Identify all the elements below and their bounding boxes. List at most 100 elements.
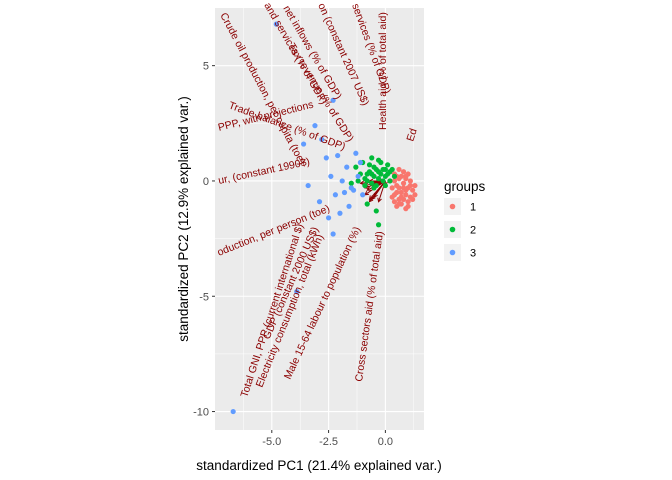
legend-key-point <box>449 203 456 210</box>
major-gridlines <box>215 8 424 430</box>
group-3-point <box>325 215 332 221</box>
group-2-point <box>375 169 382 175</box>
group-2-point <box>371 185 377 191</box>
legend: groups 1 2 3 <box>444 179 486 261</box>
group-1-point <box>398 189 404 196</box>
x-tick-label: -2.5 <box>319 436 338 448</box>
group-1-point <box>403 187 409 193</box>
group-1-point <box>398 173 404 179</box>
group-1-point <box>407 178 413 184</box>
group-1-point <box>403 176 409 182</box>
group-3-point <box>337 210 343 216</box>
group-3-point <box>341 189 348 196</box>
loading-label: Ed <box>404 127 419 143</box>
data-points <box>230 21 418 415</box>
group-2-point <box>382 166 388 173</box>
group-2-point <box>362 182 368 189</box>
group-3-point <box>346 203 352 209</box>
group-3-point <box>328 173 334 179</box>
y-axis: -10 -5 0 5 <box>193 61 215 419</box>
group-2-point <box>369 155 375 161</box>
group-1-point <box>405 199 411 205</box>
group-2-point <box>380 178 386 184</box>
group-1-point <box>398 194 404 200</box>
group-2-point <box>364 178 370 184</box>
group-3-point <box>360 192 366 198</box>
legend-key-point <box>449 226 456 233</box>
y-axis-title: standardized PC2 (12.9% explained var.) <box>176 96 191 341</box>
group-1-point <box>389 185 395 191</box>
loading-arrowhead <box>366 186 372 191</box>
group-2-point <box>387 178 393 184</box>
group-1-point <box>389 194 395 200</box>
group-1-point <box>410 187 416 193</box>
group-1-point <box>394 189 400 196</box>
group-1-point <box>396 166 402 173</box>
group-2-point <box>375 222 382 228</box>
group-3-point <box>319 136 325 143</box>
group-3-point <box>355 173 361 179</box>
y-tick-label: 5 <box>203 61 209 73</box>
legend-key-point <box>449 249 456 256</box>
legend-label: 1 <box>470 202 476 214</box>
legend-title: groups <box>444 179 486 194</box>
minor-gridlines <box>215 8 424 430</box>
y-tick-label: -10 <box>193 407 209 419</box>
group-3-point <box>332 192 339 198</box>
loading-arrowhead <box>373 193 378 198</box>
panel-background <box>215 8 424 430</box>
group-1-point <box>396 185 402 191</box>
group-3-point <box>323 155 329 161</box>
loading-label: Health aid (% of total aid) <box>377 12 389 130</box>
group-3-point <box>230 408 236 415</box>
group-3-point <box>273 21 279 27</box>
group-3-point <box>350 187 357 193</box>
group-2-point <box>364 201 370 207</box>
group-2-point <box>391 173 398 179</box>
group-3-point <box>339 178 345 184</box>
x-axis: -5.0 -2.5 0.0 <box>262 430 393 448</box>
group-2-point <box>387 169 393 175</box>
group-1-point <box>412 192 418 198</box>
y-tick-label: 0 <box>203 176 209 188</box>
group-3-point <box>357 159 363 166</box>
group-2-point <box>371 164 377 170</box>
group-2-point <box>369 171 375 177</box>
loading-arrowhead <box>368 197 374 203</box>
group-2-point <box>355 178 361 184</box>
x-tick-label: 0.0 <box>378 436 393 448</box>
group-2-point <box>369 180 375 186</box>
group-2-point <box>378 159 384 166</box>
group-2-point <box>373 208 379 214</box>
group-3-point <box>294 289 300 295</box>
group-2-point <box>375 176 382 182</box>
group-2-point <box>353 164 359 170</box>
group-3-point <box>353 150 359 156</box>
group-1-point <box>405 171 411 177</box>
group-2-point <box>366 162 373 168</box>
x-tick-label: -5.0 <box>262 436 281 448</box>
group-1-point <box>400 169 407 175</box>
group-1-point <box>396 201 402 207</box>
group-1-point <box>391 178 398 184</box>
group-3-point <box>305 182 311 189</box>
group-2-point <box>348 180 354 186</box>
x-axis-title: standardized PC1 (21.4% explained var.) <box>196 458 441 473</box>
group-3-point <box>330 231 336 237</box>
group-3-point <box>300 141 307 147</box>
group-1-point <box>412 182 418 189</box>
y-tick-label: -5 <box>199 291 209 303</box>
group-3-point <box>312 123 318 129</box>
group-1-point <box>410 196 416 202</box>
group-3-point <box>330 97 336 103</box>
group-3-point <box>316 199 323 205</box>
group-2-point <box>382 182 388 189</box>
loading-arrow <box>369 180 386 203</box>
legend-label: 2 <box>470 225 476 237</box>
group-1-point <box>407 182 413 189</box>
group-2-point <box>385 162 391 168</box>
group-1-point <box>405 203 411 209</box>
legend-label: 3 <box>470 248 476 260</box>
loading-arrowhead <box>377 197 382 203</box>
